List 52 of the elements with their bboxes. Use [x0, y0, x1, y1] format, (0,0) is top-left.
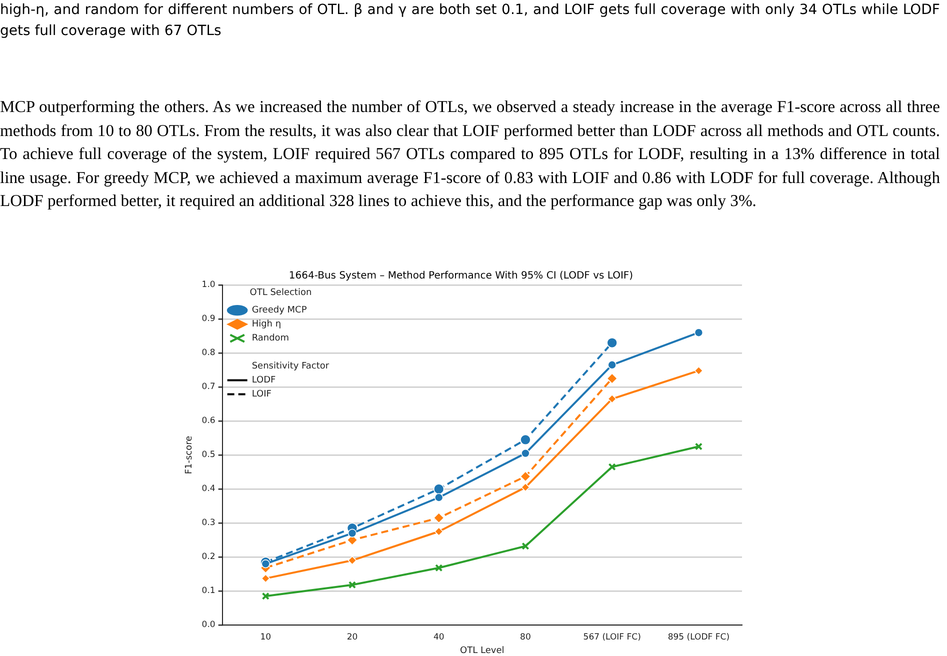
point: [521, 448, 530, 458]
point: [348, 528, 357, 538]
point: [261, 574, 270, 583]
annotation: Sensitivity Factor: [252, 362, 330, 372]
legend-label: Greedy MCP: [252, 306, 308, 316]
point: [608, 463, 616, 471]
annotation: LODF: [252, 376, 276, 386]
x-tick-label: 80: [520, 632, 531, 642]
y-axis-title: F1-score: [184, 435, 195, 474]
chart-title: 1664-Bus System – Method Performance With 95% CI (LODF vs LOIF): [288, 270, 634, 282]
text: MCP outperforming the others. As we increased the number of OTLs, we observed a steady increase in the average F1-score across all three methods from 10 to 80 OTLs. From the results, it was also clear that LOIF performed better than LODF across all methods and OTL counts. To achieve full coverage of the system, LOIF required 567 OTLs compared to 895 OTLs for LODF, resulting in a 13% difference in total line usage. For greedy MCP, we achieved a maximum average F1-score of 0.83 with LOIF and 0.86 with LODF for full coverage. Although LODF performed better, it required an additional 328 lines to achieve this, and the performance gap was only 3%.: [0, 96, 940, 212]
point: [262, 592, 270, 600]
x-tick-label: 40: [433, 632, 444, 642]
y-tick-label: 0.4: [202, 484, 216, 494]
y-tick-label: 0.3: [202, 518, 216, 528]
x-tick-label: 895 (LODF FC): [668, 632, 730, 642]
y-tick-label: 0.6: [202, 416, 216, 426]
point: [348, 581, 356, 589]
point: [608, 360, 616, 370]
point: [435, 564, 443, 572]
annotation: LOIF: [252, 390, 272, 400]
y-tick-label: 0.2: [202, 552, 216, 562]
x-tick-label: 10: [260, 632, 272, 642]
point: [434, 493, 444, 502]
y-tick-label: 0.5: [202, 450, 216, 460]
legend-label: High η: [252, 320, 282, 330]
point: [694, 328, 704, 337]
point: [434, 527, 444, 536]
point: [433, 512, 444, 524]
point: [522, 542, 530, 550]
point: [608, 394, 616, 404]
x-tick-label: 20: [346, 632, 358, 642]
point: [606, 373, 618, 384]
y-tick-label: 1.0: [202, 280, 216, 290]
x-axis-title: OTL Level: [460, 646, 504, 656]
point: [520, 471, 531, 482]
y-tick-label: 0.8: [202, 348, 216, 358]
point: [261, 559, 270, 568]
point: [520, 434, 531, 446]
point: [606, 337, 618, 348]
point: [348, 556, 357, 565]
y-tick-label: 0.7: [202, 382, 216, 392]
text: high-η, and random for different numbers of OTL. β and γ are both set 0.1, and LOIF gets full coverage with only 34 OTLs while LODF gets full coverage with 67 OTLs: [0, 1, 940, 41]
y-tick-label: 0.9: [202, 314, 216, 324]
y-tick-label: 0.0: [202, 620, 216, 630]
legend-title: OTL Selection: [250, 288, 312, 298]
y-tick-label: 0.1: [202, 586, 216, 596]
point: [694, 442, 703, 450]
legend-label: Random: [252, 334, 290, 344]
point: [694, 366, 704, 376]
x-tick-label: 567 (LOIF FC): [583, 632, 641, 642]
point: [433, 484, 444, 494]
